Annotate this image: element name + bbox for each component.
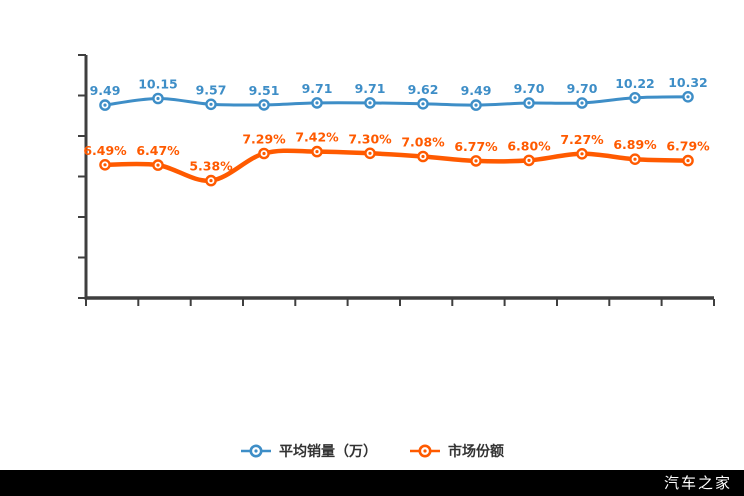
brand-bar: 汽车之家 — [0, 470, 744, 496]
data-point-core — [156, 96, 160, 101]
data-label: 9.49 — [461, 83, 492, 98]
data-point-core — [156, 163, 160, 167]
data-label: 7.42% — [295, 130, 339, 145]
data-point-core — [633, 96, 637, 100]
data-point-core — [686, 95, 690, 99]
chart-legend: 平均销量（万） 市场份额 — [0, 441, 744, 461]
trend-chart: 9.49 10.15 9.57 9.51 9.71 9.71 9.62 9.49 9.70 9.7… — [78, 54, 715, 306]
data-point-core — [368, 101, 372, 105]
data-label: 6.79% — [666, 139, 710, 154]
data-label: 9.49 — [90, 83, 121, 98]
data-point-core — [527, 101, 531, 105]
data-label: 6.77% — [454, 139, 498, 154]
data-label: 7.08% — [401, 135, 445, 150]
data-label: 7.27% — [560, 132, 604, 147]
data-point-core — [103, 163, 107, 167]
data-point-core — [474, 159, 478, 163]
data-label: 9.51 — [249, 83, 280, 98]
legend-label: 平均销量（万） — [279, 444, 377, 460]
data-point-core — [421, 102, 425, 106]
data-label: 9.71 — [355, 81, 386, 96]
brand-watermark: 汽车之家 — [663, 474, 732, 492]
data-label: 6.89% — [613, 137, 657, 152]
data-point-core — [209, 179, 213, 183]
sales-line — [103, 95, 690, 107]
data-point-core — [421, 154, 425, 159]
data-point-core — [368, 151, 372, 155]
data-point-core — [474, 103, 478, 107]
legend-item-share[interactable]: 市场份额 — [409, 441, 504, 461]
data-point-core — [633, 157, 637, 161]
data-label: 5.38% — [189, 159, 233, 174]
data-label: 6.49% — [83, 143, 127, 158]
data-label: 10.15 — [138, 77, 178, 92]
data-label: 10.32 — [668, 75, 708, 90]
data-label: 9.70 — [514, 81, 545, 96]
data-label: 9.71 — [302, 81, 333, 96]
data-point-core — [527, 158, 531, 162]
data-label: 6.47% — [136, 143, 180, 158]
data-label: 9.62 — [408, 82, 439, 97]
legend-label: 市场份额 — [448, 444, 504, 460]
data-point-core — [580, 101, 584, 105]
data-label: 7.30% — [348, 131, 392, 146]
data-label: 7.29% — [242, 132, 286, 147]
data-point-core — [580, 152, 584, 156]
data-point-core — [262, 151, 266, 156]
line-series-marker-icon — [241, 444, 271, 458]
data-label: 10.22 — [615, 76, 655, 91]
data-point-core — [315, 150, 319, 154]
data-point-core — [262, 103, 266, 107]
legend-item-sales[interactable]: 平均销量（万） — [240, 441, 377, 461]
data-point-core — [209, 102, 213, 106]
line-series-marker-icon — [410, 444, 440, 458]
data-point-core — [315, 101, 319, 105]
data-label: 9.70 — [567, 81, 598, 96]
data-label: 9.57 — [196, 82, 227, 97]
data-point-core — [103, 103, 107, 107]
data-label: 6.80% — [507, 138, 551, 153]
data-point-core — [686, 159, 690, 163]
